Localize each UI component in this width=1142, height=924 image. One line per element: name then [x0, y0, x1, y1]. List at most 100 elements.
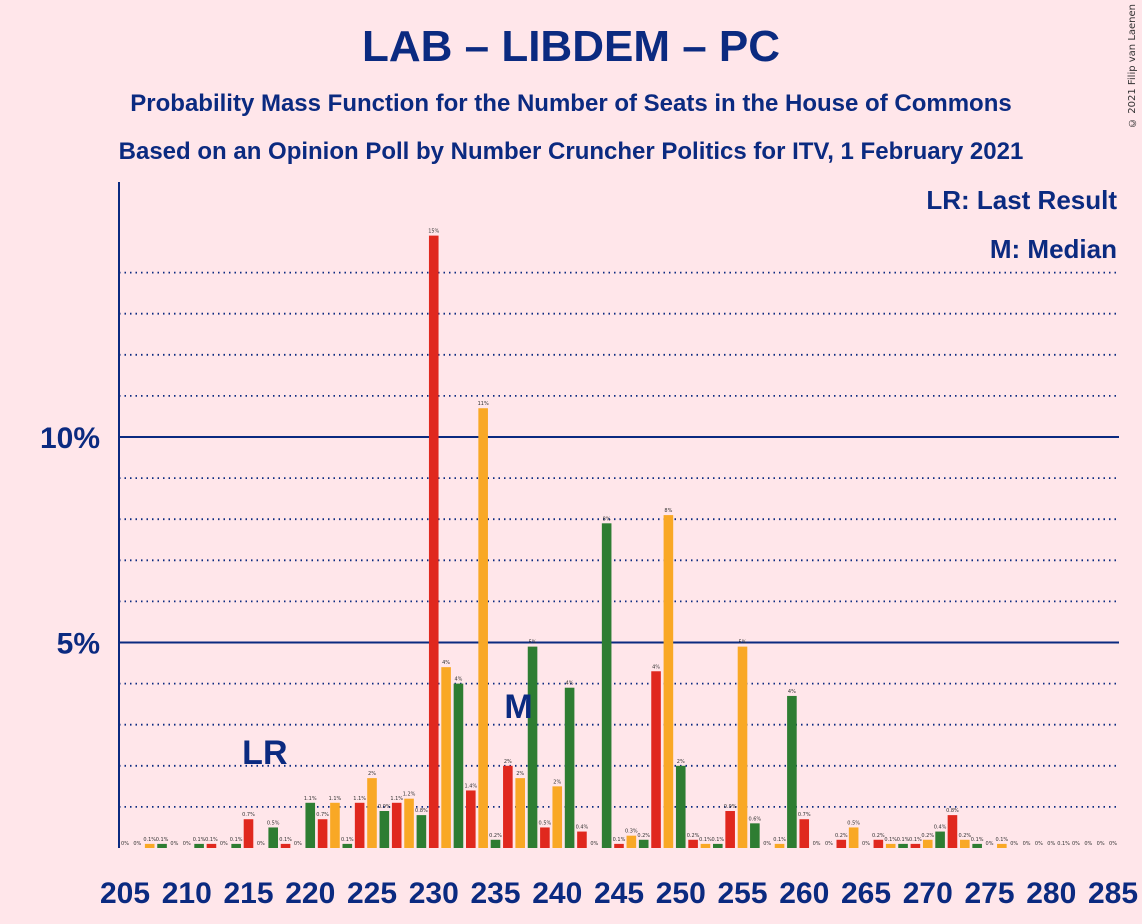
- bar-seat-263: [836, 839, 847, 848]
- legend-median: M: Median: [990, 234, 1117, 264]
- bar-label-seat-220: 1.1%: [304, 796, 317, 802]
- chart-subtitle: Probability Mass Function for the Number…: [130, 90, 1012, 117]
- bar-label-seat-257: 0%: [763, 841, 771, 847]
- bar-label-seat-237: 2%: [516, 771, 524, 777]
- bar-label-seat-253: 0.1%: [711, 837, 724, 843]
- bar-label-seat-265: 0%: [862, 841, 870, 847]
- bar-label-seat-266: 0.2%: [872, 833, 885, 839]
- bar-label-seat-258: 0.1%: [773, 837, 786, 843]
- x-tick-label: 280: [1026, 877, 1076, 910]
- bar-label-seat-279: 0%: [1035, 841, 1043, 847]
- bar-seat-276: [997, 843, 1007, 848]
- bar-label-seat-276: 0.1%: [995, 837, 1008, 843]
- bar-label-seat-222: 1.1%: [329, 796, 342, 802]
- bar-seat-274: [972, 843, 982, 848]
- bar-label-seat-251: 0.2%: [687, 833, 700, 839]
- bar-seat-223: [342, 843, 353, 848]
- x-axis-ticks: 205 210 215 220 225 230 235 240 245 250 255 260 265 2…: [100, 877, 1138, 910]
- bar-seat-232: [453, 683, 464, 848]
- bar-label-seat-232: 4%: [454, 677, 462, 683]
- x-tick-label: 240: [532, 877, 582, 910]
- bar-label-seat-216: 0%: [257, 841, 265, 847]
- x-tick-label: 285: [1088, 877, 1138, 910]
- bar-seat-234: [478, 408, 488, 848]
- x-tick-label: 225: [347, 877, 397, 910]
- bar-label-seat-227: 1.1%: [390, 796, 403, 802]
- bar-label-seat-259: 4%: [788, 689, 796, 695]
- bar-seat-221: [317, 819, 328, 848]
- bar-seat-222: [330, 802, 340, 848]
- bar-seat-235: [490, 839, 501, 848]
- bar-seat-241: [564, 687, 575, 848]
- x-tick-label: 265: [841, 877, 891, 910]
- bar-seat-256: [750, 823, 760, 848]
- bar-label-seat-218: 0.1%: [279, 837, 292, 843]
- bars: [144, 235, 1007, 849]
- bar-label-seat-234: 11%: [478, 401, 489, 407]
- bar-seat-266: [873, 839, 884, 848]
- x-tick-label: 275: [964, 877, 1014, 910]
- bar-label-seat-205: 0%: [121, 841, 129, 847]
- bar-label-seat-230: 15%: [428, 229, 439, 235]
- bar-label-seat-241: 4%: [566, 681, 574, 687]
- bar-seat-211: [194, 843, 204, 848]
- bar-label-seat-243: 0%: [590, 841, 598, 847]
- bar-label-seat-271: 0.4%: [934, 825, 947, 831]
- bar-label-seat-267: 0.1%: [884, 837, 897, 843]
- bar-label-seat-215: 0.7%: [242, 812, 255, 818]
- x-tick-label: 215: [223, 877, 273, 910]
- bar-seat-259: [787, 695, 797, 848]
- bar-seat-238: [527, 646, 538, 848]
- bar-label-seat-263: 0.2%: [835, 833, 848, 839]
- bar-label-seat-245: 0.1%: [613, 837, 626, 843]
- median-marker: M: [504, 688, 532, 726]
- bar-label-seat-255: 5%: [739, 640, 747, 646]
- bar-label-seat-217: 0.5%: [267, 820, 280, 826]
- y-axis-ticks: 5% 10%: [40, 422, 100, 661]
- bar-label-seat-262: 0%: [825, 841, 833, 847]
- bar-label-seat-278: 0%: [1023, 841, 1031, 847]
- bar-seat-272: [947, 815, 958, 848]
- bar-label-seat-212: 0.1%: [205, 837, 218, 843]
- x-tick-label: 255: [717, 877, 767, 910]
- bar-seat-268: [898, 843, 908, 848]
- bar-seat-242: [577, 831, 587, 848]
- bar-seat-252: [700, 843, 711, 848]
- bar-label-seat-283: 0%: [1084, 841, 1092, 847]
- bar-seat-264: [848, 827, 859, 848]
- bar-seat-270: [922, 839, 933, 848]
- bar-seat-231: [441, 667, 451, 848]
- bar-seat-227: [391, 802, 402, 848]
- bar-label-seat-236: 2%: [504, 759, 512, 765]
- bar-label-seat-264: 0.5%: [847, 820, 860, 826]
- bar-seat-246: [626, 835, 637, 848]
- legend-last-result: LR: Last Result: [926, 185, 1117, 215]
- bar-label-seat-226: 0.9%: [378, 804, 391, 810]
- bar-label-seat-231: 4%: [442, 660, 450, 666]
- bar-seat-224: [354, 802, 365, 848]
- bar-seat-239: [540, 827, 550, 848]
- bar-label-seat-280: 0%: [1047, 841, 1055, 847]
- bar-label-seat-207: 0.1%: [143, 837, 156, 843]
- bar-seat-244: [601, 523, 612, 848]
- bar-label-seat-270: 0.2%: [921, 833, 934, 839]
- bar-seat-207: [144, 843, 155, 848]
- bar-label-seat-247: 0.2%: [637, 833, 650, 839]
- bar-label-seat-219: 0%: [294, 841, 302, 847]
- bar-seat-225: [367, 778, 377, 848]
- bar-label-seat-206: 0%: [133, 841, 141, 847]
- bar-seat-255: [737, 646, 748, 848]
- bar-seat-236: [503, 765, 513, 848]
- bar-label-seat-209: 0%: [170, 841, 178, 847]
- bar-label-seat-261: 0%: [813, 841, 821, 847]
- last-result-marker: LR: [242, 734, 287, 772]
- x-tick-label: 235: [470, 877, 520, 910]
- gridlines: [119, 271, 1119, 808]
- bar-label-seat-275: 0%: [986, 841, 994, 847]
- bar-seat-237: [515, 778, 525, 848]
- bar-seat-217: [268, 827, 278, 848]
- bar-seat-220: [305, 802, 316, 848]
- bar-label-seat-269: 0.1%: [909, 837, 922, 843]
- bar-label-seat-284: 0%: [1097, 841, 1105, 847]
